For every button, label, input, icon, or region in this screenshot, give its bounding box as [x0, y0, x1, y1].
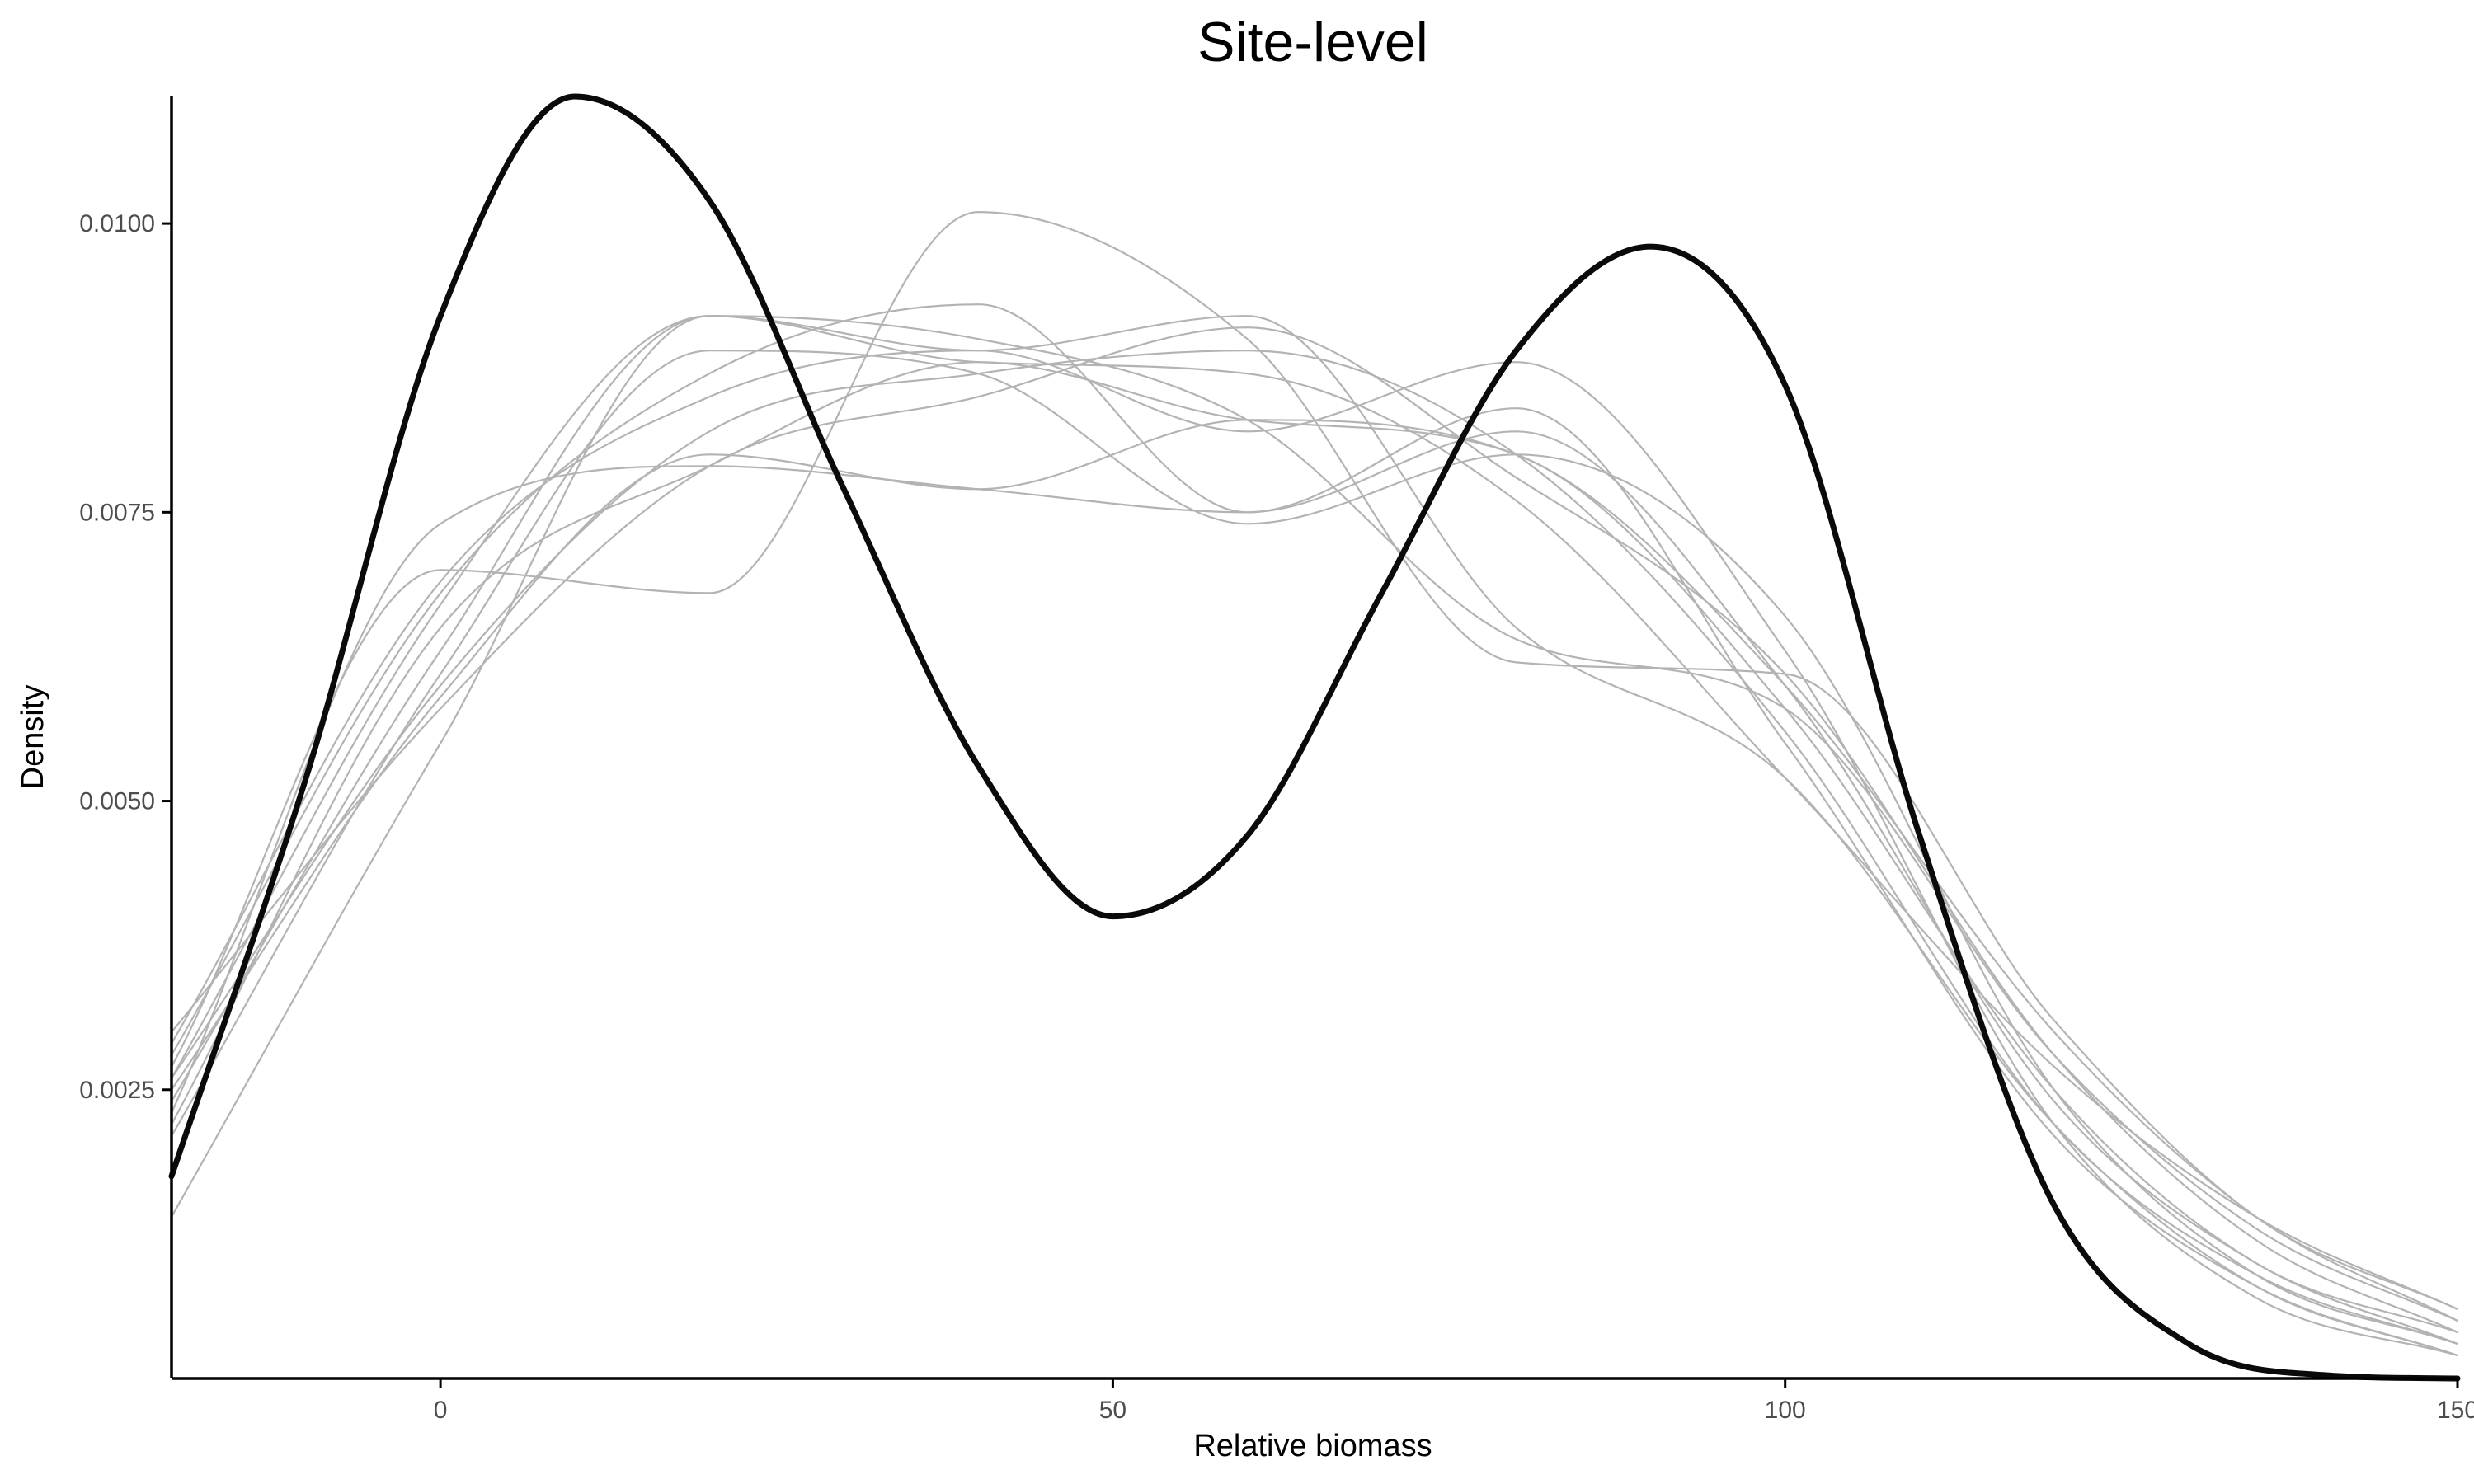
x-axis-ticks: 0 50 100 150: [434, 1378, 2474, 1424]
y-tick-label: 0.0025: [79, 1077, 155, 1104]
simulated-curve-sim-11: [171, 350, 2458, 1345]
simulated-curve-sim-1: [171, 326, 2458, 1333]
simulated-curve-sim-12: [171, 315, 2458, 1322]
x-tick-label: 150: [2437, 1397, 2474, 1424]
y-tick-label: 0.0050: [79, 788, 155, 815]
simulated-curve-sim-4: [171, 315, 2458, 1310]
chart-title: Site-level: [1197, 11, 1428, 73]
simulated-curve-sim-5: [171, 361, 2458, 1334]
observed-density-curve: [168, 93, 2461, 1382]
simulated-curve-sim-8: [170, 430, 2458, 1345]
simulated-density-curves: [170, 210, 2458, 1357]
y-axis-ticks: 0.0025 0.0050 0.0075 0.0100: [79, 210, 172, 1104]
simulated-curve-sim-6: [171, 315, 2458, 1357]
simulated-curve-sim-9: [171, 303, 2458, 1357]
y-tick-label: 0.0100: [79, 210, 155, 237]
simulated-curve-sim-3: [171, 210, 2458, 1310]
simulated-curve-sim-7: [171, 350, 2458, 1345]
simulated-curve-sim-2: [171, 419, 2458, 1322]
y-tick-label: 0.0075: [79, 499, 155, 526]
x-axis-title: Relative biomass: [1193, 1429, 1432, 1463]
y-axis-title: Density: [16, 685, 50, 790]
plot-area: [168, 93, 2461, 1382]
x-tick-label: 50: [1099, 1397, 1126, 1424]
x-tick-label: 0: [434, 1397, 448, 1424]
observed-density-curve-group: [168, 93, 2461, 1382]
simulated-curve-sim-10: [171, 350, 2458, 1357]
x-tick-label: 100: [1765, 1397, 1806, 1424]
